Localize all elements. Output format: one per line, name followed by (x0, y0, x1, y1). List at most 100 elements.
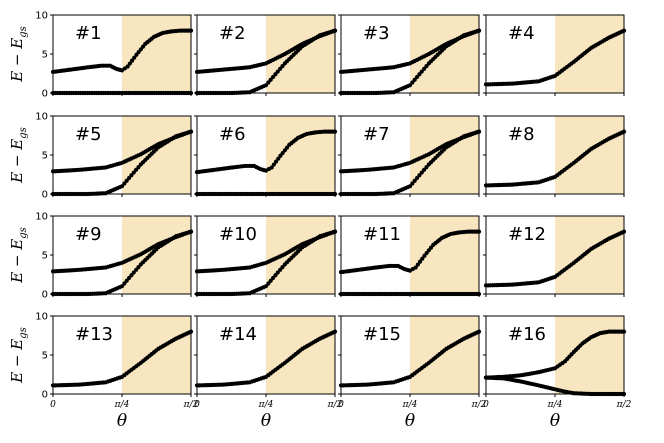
panel-label: #4 (508, 23, 535, 44)
panel-9: 0 5 10 #9 E − Egs (8, 212, 194, 301)
x-tick-label: π/2 (471, 400, 487, 410)
data-point (419, 69, 424, 74)
data-point (270, 275, 276, 281)
y-axis-label: E − Egs (8, 227, 29, 284)
data-point (273, 72, 278, 77)
data-point (136, 264, 141, 270)
data-point (129, 58, 135, 63)
data-point (132, 55, 137, 60)
shaded-region (266, 116, 335, 194)
x-axis-label: θ (550, 411, 560, 431)
y-tick-label: 0 (42, 390, 48, 401)
data-point (124, 278, 129, 283)
data-point (122, 281, 127, 286)
data-point (136, 164, 141, 170)
data-point (122, 181, 127, 186)
data-point (417, 72, 422, 77)
data-point (263, 284, 269, 289)
data-point (276, 156, 281, 161)
y-tick-label: 10 (35, 11, 48, 22)
data-point (266, 80, 271, 85)
panel-label: #9 (75, 224, 102, 245)
data-point (412, 77, 417, 82)
data-point (280, 264, 285, 270)
series-2 (194, 229, 338, 297)
y-axis-label: E − Egs (8, 127, 29, 184)
shaded-region (555, 15, 624, 93)
x-axis-label: θ (405, 411, 415, 431)
x-tick-label: 0 (483, 400, 489, 410)
shaded-region (410, 216, 479, 294)
data-point (134, 167, 139, 172)
series-1 (483, 329, 627, 380)
shaded-region (410, 15, 479, 93)
data-point (125, 64, 130, 69)
data-point (275, 69, 280, 74)
data-point (410, 181, 415, 186)
y-axis-label-sub: gs (18, 327, 29, 339)
y-axis-label-main: E − E (8, 139, 26, 184)
y-axis-label: E − Egs (8, 26, 29, 83)
panel-label: #15 (363, 324, 401, 345)
series-1 (483, 129, 627, 188)
data-point (417, 173, 422, 178)
data-point (269, 165, 274, 170)
panel-label: #12 (508, 224, 546, 245)
y-axis-label-sub: gs (18, 26, 29, 38)
data-point (424, 164, 429, 170)
y-axis-label: E − Egs (8, 327, 29, 384)
panel-label: #16 (508, 324, 546, 345)
data-point (422, 66, 427, 71)
x-axis-label: θ (117, 411, 127, 431)
y-tick-label: 5 (42, 151, 48, 162)
panel-11: #11 (338, 215, 482, 297)
x-tick-label: π/4 (258, 400, 274, 410)
data-point (415, 262, 420, 267)
data-point (126, 175, 132, 181)
data-point (280, 63, 285, 69)
data-point (119, 184, 125, 189)
y-axis-label-sub: gs (18, 227, 29, 239)
shaded-region (122, 316, 191, 394)
data-point (131, 270, 136, 275)
panel-13: 0 5 10 0 π/4 π/2 #13 E − Egs θ (8, 312, 199, 432)
panel-label: #13 (75, 324, 113, 345)
panel-label: #3 (363, 23, 390, 44)
x-tick-label: 0 (50, 400, 56, 410)
panel-label: #6 (219, 124, 246, 145)
x-tick-label: π/2 (327, 400, 343, 410)
data-point (410, 80, 415, 85)
panel-label: #11 (363, 224, 401, 245)
x-tick-label: π/2 (183, 400, 199, 410)
data-point (413, 265, 418, 270)
shaded-region (410, 316, 479, 394)
y-axis-label-main: E − E (8, 339, 26, 384)
x-tick-label: 0 (338, 400, 344, 410)
y-tick-label: 0 (42, 89, 48, 100)
data-point (420, 256, 425, 261)
data-point (263, 83, 269, 88)
shaded-region (266, 216, 335, 294)
data-point (124, 178, 129, 183)
y-axis-label-main: E − E (8, 38, 26, 83)
data-point (270, 74, 276, 80)
panel-label: #1 (75, 23, 102, 44)
y-tick-label: 10 (35, 112, 48, 123)
data-point (134, 267, 139, 272)
y-tick-label: 0 (42, 290, 48, 301)
panel-16: 0 π/4 π/2 #16 θ (483, 315, 632, 431)
panel-12: #12 (483, 215, 627, 297)
y-tick-label: 5 (42, 251, 48, 262)
x-axis-label: θ (261, 411, 271, 431)
series-1 (483, 28, 627, 87)
series-1 (338, 329, 482, 388)
panel-2: #2 (194, 14, 338, 96)
panel-7: #7 (338, 115, 482, 197)
data-point (412, 178, 417, 183)
x-tick-label: π/4 (114, 400, 130, 410)
panel-label: #7 (363, 124, 390, 145)
data-point (268, 278, 273, 283)
data-point (424, 63, 429, 69)
series-2 (338, 28, 482, 96)
